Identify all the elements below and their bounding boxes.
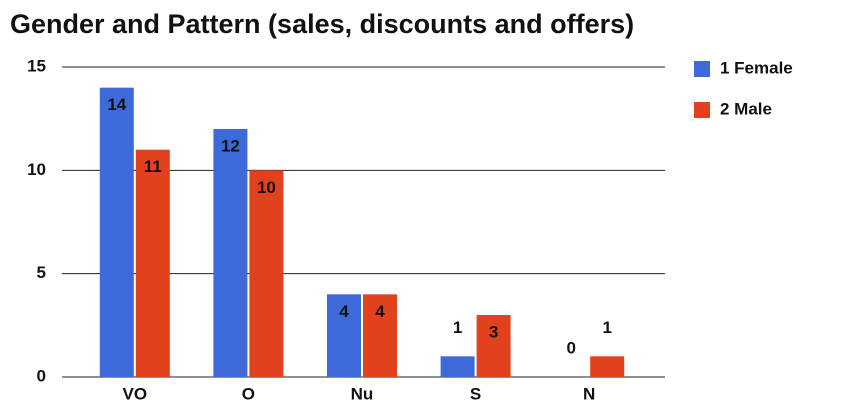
data-label: 12 <box>221 136 240 155</box>
x-tick-label: VO <box>123 384 148 403</box>
data-label: 11 <box>144 157 162 176</box>
data-label: 0 <box>566 338 575 357</box>
x-tick-label: O <box>242 384 255 403</box>
x-tick-label: S <box>470 384 481 403</box>
data-label: 1 <box>602 318 611 337</box>
bar <box>590 356 625 377</box>
bar <box>135 149 170 377</box>
data-label: 4 <box>339 302 349 321</box>
legend-swatch <box>694 102 710 118</box>
legend-swatch <box>694 61 710 77</box>
chart-title: Gender and Pattern (sales, discounts and… <box>10 9 634 39</box>
x-tick-label: N <box>583 384 595 403</box>
bar <box>440 356 475 377</box>
data-label: 4 <box>375 302 385 321</box>
data-label: 10 <box>257 178 276 197</box>
legend-label: 2 Male <box>720 99 772 118</box>
bar <box>363 294 397 377</box>
data-label: 3 <box>489 322 498 341</box>
y-tick-label: 5 <box>37 263 46 282</box>
bar <box>213 129 248 377</box>
y-tick-label: 10 <box>27 160 46 179</box>
x-tick-label: Nu <box>351 384 374 403</box>
y-tick-label: 0 <box>37 366 46 385</box>
data-label: 1 <box>453 318 462 337</box>
bar <box>327 294 361 377</box>
legend-label: 1 Female <box>720 58 793 77</box>
data-label: 14 <box>107 95 126 114</box>
bar <box>476 315 511 377</box>
bar <box>249 170 284 377</box>
bar <box>99 87 134 378</box>
y-tick-label: 15 <box>27 56 46 75</box>
